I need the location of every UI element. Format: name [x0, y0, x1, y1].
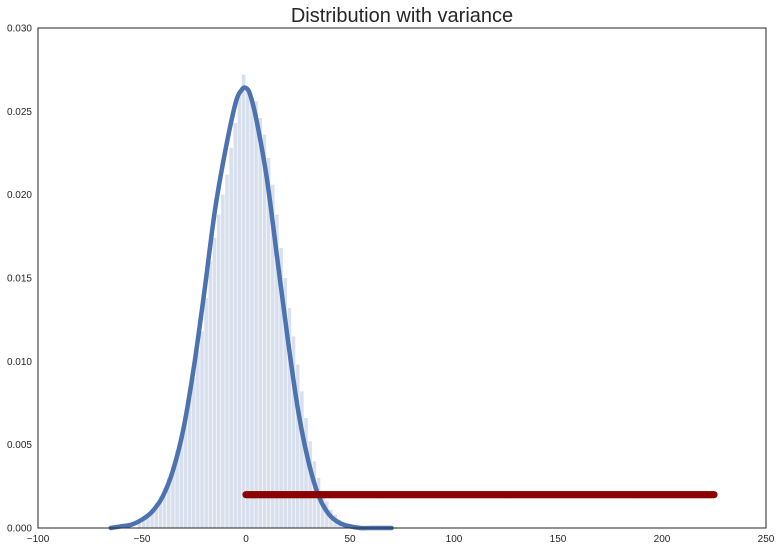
histogram-bar [187, 398, 192, 528]
histogram-bar [300, 391, 304, 528]
chart-title: Distribution with variance [291, 5, 513, 27]
histogram-bar [137, 523, 142, 528]
histogram-bar [246, 91, 250, 528]
histogram-bar [216, 214, 221, 528]
histogram-bar [291, 336, 296, 528]
histogram-bar [208, 261, 213, 528]
histogram-bar [254, 101, 258, 528]
plot-frame [37, 27, 767, 529]
histogram-bar [154, 503, 159, 528]
x-tick-label: 0 [243, 534, 249, 545]
histogram-bar [283, 278, 287, 528]
histogram-bar [200, 331, 204, 528]
histogram-bar [237, 94, 242, 529]
histogram-bar [142, 519, 146, 528]
y-tick-label: 0.025 [7, 107, 32, 118]
histogram-bar [233, 123, 238, 528]
histogram-bar [166, 478, 171, 528]
histogram-bar [204, 298, 208, 528]
x-tick-label: 250 [758, 534, 775, 545]
kde-line-layer [108, 85, 394, 531]
histogram-bar [241, 74, 246, 529]
histogram-bar [229, 148, 233, 528]
histogram [137, 74, 346, 529]
histogram-bar [287, 308, 292, 528]
histogram-bar [258, 118, 263, 528]
histogram-bar [320, 491, 325, 528]
histogram-bar [146, 514, 150, 528]
kde-line [108, 85, 394, 531]
histogram-bar [275, 214, 279, 528]
histogram-bar [250, 103, 254, 528]
histogram-bar [270, 184, 275, 528]
x-axis-ticks: −100 −50 0 50 100 150 200 250 [27, 534, 775, 545]
histogram-bar [225, 174, 229, 528]
variance-point [710, 491, 718, 499]
histogram-bar [262, 134, 267, 528]
y-tick-label: 0.005 [7, 440, 32, 451]
y-axis-ticks: 0.000 0.005 0.010 0.015 0.020 0.025 0.030 [7, 24, 32, 535]
histogram-bar [175, 451, 179, 528]
y-tick-label: 0.020 [7, 190, 32, 201]
histogram-bar [171, 466, 175, 528]
x-tick-label: 50 [344, 534, 356, 545]
histogram-bar [304, 418, 308, 528]
x-tick-label: −50 [134, 534, 151, 545]
y-tick-label: 0.030 [7, 24, 32, 35]
histogram-bar [179, 436, 183, 528]
histogram-bar [295, 364, 300, 528]
y-tick-label: 0.000 [7, 524, 32, 535]
y-tick-label: 0.015 [7, 274, 32, 285]
x-tick-label: 200 [654, 534, 671, 545]
x-tick-label: 150 [550, 534, 567, 545]
y-tick-label: 0.010 [7, 357, 32, 368]
plot-area [38, 28, 766, 528]
histogram-bar [162, 488, 167, 528]
histogram-bar [316, 478, 321, 528]
x-tick-label: 100 [446, 534, 463, 545]
histogram-bar [308, 441, 312, 528]
histogram-bar [212, 238, 217, 528]
histogram-bar [150, 509, 154, 528]
histogram-bar [183, 419, 188, 528]
histogram-bar [221, 194, 225, 528]
x-tick-label: −100 [27, 534, 50, 545]
histogram-bar [191, 378, 196, 528]
histogram-bar [266, 158, 271, 528]
variance-points [242, 491, 718, 499]
histogram-bar [196, 351, 200, 528]
histogram-bar [279, 248, 283, 528]
histogram-bar [158, 496, 163, 528]
